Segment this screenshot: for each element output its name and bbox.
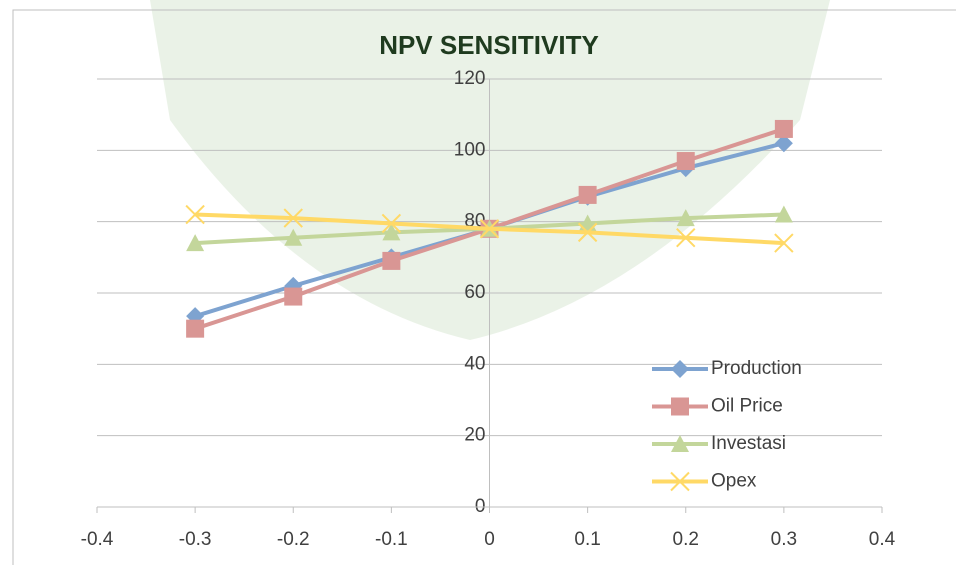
marker — [382, 252, 400, 270]
x-tick-label: 0 — [484, 529, 495, 550]
legend-label: Oil Price — [711, 396, 783, 417]
chart: NPV SENSITIVITY 020406080100120-0.4-0.3-… — [0, 0, 956, 565]
marker — [579, 186, 597, 204]
x-tick-label: 0.3 — [771, 529, 797, 550]
y-tick-label: 20 — [464, 425, 485, 446]
y-tick-label: 60 — [464, 282, 485, 303]
marker — [671, 360, 689, 378]
x-tick-label: -0.3 — [179, 529, 212, 550]
marker — [775, 120, 793, 138]
x-tick-label: 0.1 — [574, 529, 600, 550]
x-tick-label: -0.2 — [277, 529, 310, 550]
marker — [671, 398, 689, 416]
y-tick-label: 40 — [464, 353, 485, 374]
x-tick-label: -0.4 — [81, 529, 114, 550]
marker — [677, 152, 695, 170]
chart-title: NPV SENSITIVITY — [379, 30, 599, 60]
x-tick-label: 0.4 — [869, 529, 896, 550]
legend-label: Production — [711, 358, 802, 379]
legend-label: Opex — [711, 471, 757, 492]
marker — [284, 288, 302, 306]
page: NPV SENSITIVITY 020406080100120-0.4-0.3-… — [0, 0, 956, 565]
legend-label: Investasi — [711, 433, 786, 454]
x-tick-label: 0.2 — [673, 529, 699, 550]
y-tick-label: 100 — [454, 139, 486, 160]
marker — [186, 320, 204, 338]
y-tick-label: 120 — [454, 68, 486, 89]
x-tick-label: -0.1 — [375, 529, 408, 550]
